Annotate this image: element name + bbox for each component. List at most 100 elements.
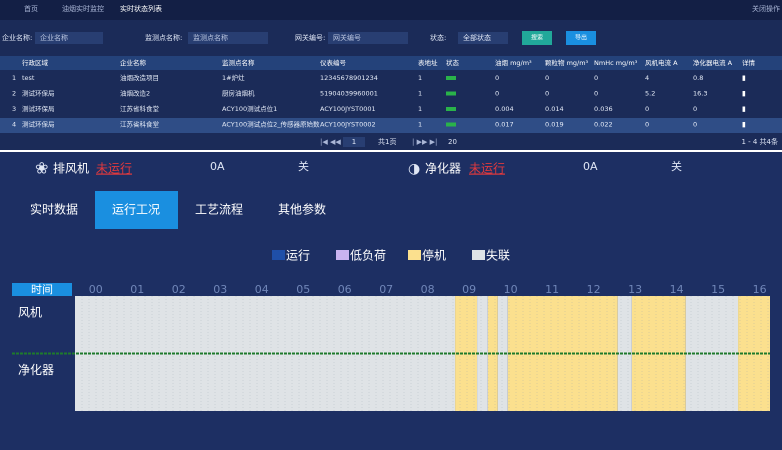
table-cell: 12345678901234 — [320, 74, 378, 82]
table-cell: ACY100测试点位2_传感器原始数 — [222, 120, 320, 129]
table-cell: 0 — [545, 74, 549, 82]
time-label-bg — [12, 283, 72, 296]
table-cell: 0.036 — [594, 105, 613, 113]
filter-label: 网关编号: — [295, 33, 325, 42]
table-cell: 3 — [12, 105, 16, 113]
table-cell: 0 — [545, 90, 549, 98]
nav-tab[interactable]: 首页 — [24, 4, 38, 13]
page-size[interactable]: 20 — [448, 138, 457, 146]
x-tick-label: 15 — [711, 283, 725, 296]
table-cell: ACY100JYST0001 — [320, 105, 376, 113]
state-segment — [487, 353, 498, 411]
table-cell: 0 — [645, 105, 649, 113]
table-cell: 0 — [645, 121, 649, 129]
table-cell: 1 — [418, 74, 422, 82]
search-button[interactable] — [522, 31, 552, 45]
detail-tab[interactable]: 实时数据 — [30, 202, 78, 217]
detail-tab[interactable]: 工艺流程 — [195, 202, 243, 217]
page-number: 1 — [352, 138, 356, 146]
state-segment — [631, 296, 686, 354]
close-ops[interactable]: 关闭操作 — [752, 4, 780, 13]
x-tick-label: 02 — [172, 283, 186, 296]
input[interactable] — [328, 32, 408, 44]
table-header: 监测点名称 — [222, 58, 255, 67]
x-tick-label: 01 — [130, 283, 144, 296]
table-cell: 0 — [495, 90, 499, 98]
legend-swatch — [472, 250, 485, 260]
x-tick-label: 11 — [545, 283, 559, 296]
legend-swatch — [408, 250, 421, 260]
select-value: 全部状态 — [463, 33, 491, 42]
table-cell: 5.2 — [645, 90, 655, 98]
table-cell: 测试环保局 — [22, 104, 55, 113]
device-current: 0A — [210, 160, 225, 173]
fan-icon: ❀ — [35, 159, 48, 178]
tab-bar — [0, 0, 782, 20]
legend-label: 失联 — [486, 248, 510, 263]
x-tick-label: 06 — [338, 283, 352, 296]
page-input[interactable] — [343, 137, 365, 147]
detail-icon: ▮ — [742, 74, 746, 82]
export-text: 导出 — [575, 34, 587, 42]
state-segment — [497, 296, 508, 354]
detail-tab[interactable]: 其他参数 — [278, 202, 326, 217]
table-cell: 1 — [418, 90, 422, 98]
table-cell: 1 — [418, 105, 422, 113]
legend-label: 低负荷 — [350, 249, 386, 263]
state-segment — [507, 353, 618, 411]
table-cell: 0.004 — [495, 105, 514, 113]
state-segment — [617, 296, 632, 354]
nav-tab[interactable]: 实时状态列表 — [120, 4, 162, 13]
x-tick-label: 16 — [753, 283, 767, 296]
input[interactable] — [188, 32, 268, 44]
status-icon — [446, 76, 456, 80]
table-cell: 2 — [12, 90, 16, 98]
page-count: 共1页 — [378, 137, 396, 146]
state-segment — [455, 353, 478, 411]
state-segment — [617, 353, 632, 411]
row-label: 净化器 — [18, 363, 54, 377]
placeholder: 监测点名称 — [193, 33, 228, 42]
legend-label: 停机 — [422, 248, 446, 263]
table-cell: 4 — [645, 74, 649, 82]
detail-icon: ▮ — [742, 105, 746, 113]
purifier-icon: ◑ — [408, 161, 420, 177]
filter-label: 状态: — [430, 33, 446, 42]
filter-label: 监测点名称: — [145, 33, 182, 42]
table-cell: 0 — [693, 105, 697, 113]
detail-icon: ▮ — [742, 121, 746, 129]
x-tick-label: 08 — [421, 283, 435, 296]
table-cell: ACY100JYST0002 — [320, 121, 376, 129]
state-segment — [487, 296, 498, 354]
pager-arrows[interactable]: |◀ ◀◀ | — [320, 138, 345, 146]
table-header: 风机电流 A — [645, 58, 678, 67]
table-header: 颗粒物 mg/m³ — [545, 58, 589, 67]
active-tab-bg — [95, 191, 178, 229]
table-cell: 油烟改造项目 — [120, 73, 159, 82]
table-cell: 0 — [594, 90, 598, 98]
state-segment — [75, 353, 456, 411]
table-cell: 0.017 — [495, 121, 514, 129]
table-cell: 0 — [594, 74, 598, 82]
state-segment — [497, 353, 508, 411]
device-state: 未运行 — [469, 162, 505, 176]
table-header: 仪表编号 — [320, 58, 347, 67]
x-tick-label: 07 — [379, 283, 393, 296]
input[interactable] — [35, 32, 103, 44]
table-cell: 江苏省科食堂 — [120, 104, 160, 113]
table-cell: 油烟改造2 — [120, 89, 150, 98]
state-segment — [75, 296, 456, 354]
select[interactable] — [458, 32, 508, 44]
table-cell: 0.019 — [545, 121, 564, 129]
export-button[interactable] — [566, 31, 596, 45]
nav-tab[interactable]: 油烟实时监控 — [62, 4, 104, 13]
table-cell: 0.8 — [693, 74, 703, 82]
table-cell: 51904039960001 — [320, 90, 378, 98]
table-header: 净化器电流 A — [693, 58, 733, 67]
x-tick-label: 00 — [89, 283, 103, 296]
state-segment — [631, 353, 686, 411]
table-cell: ACY100测试点位1 — [222, 104, 277, 113]
detail-tab[interactable]: 运行工况 — [112, 203, 160, 217]
pager-arrows[interactable]: | ▶▶ ▶| — [412, 138, 437, 146]
